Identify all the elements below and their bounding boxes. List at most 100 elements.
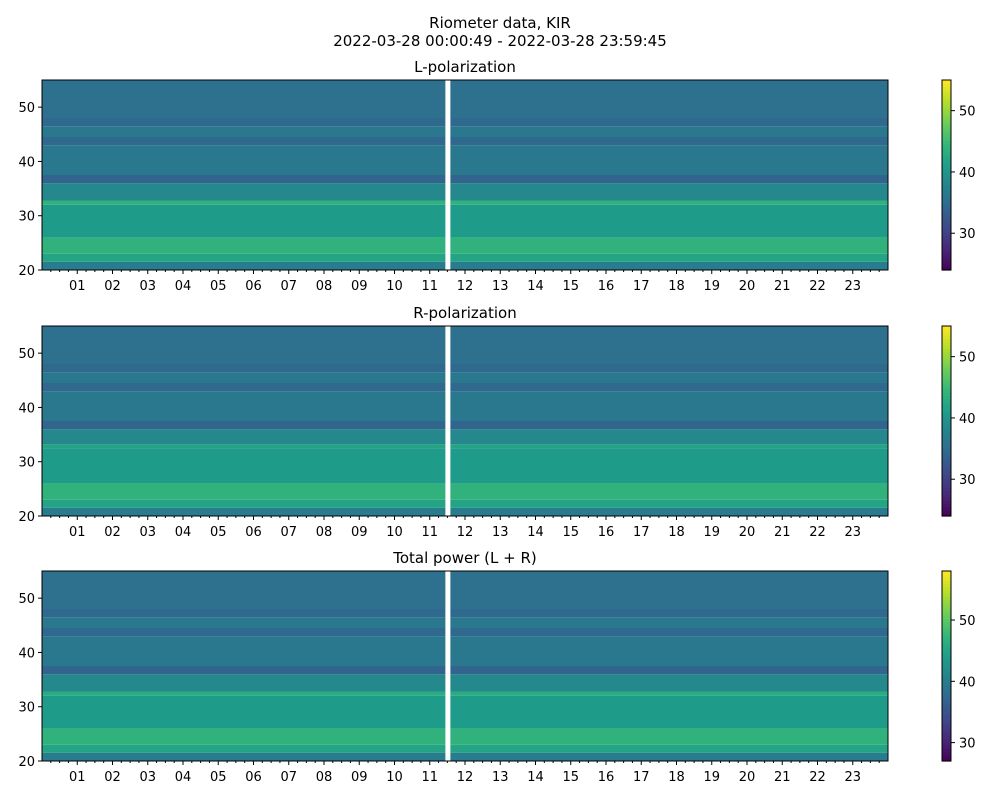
colorbar-segment <box>942 634 951 639</box>
colorbar-segment <box>942 605 951 610</box>
x-tick-label: 12 <box>457 770 474 785</box>
x-tick-label: 03 <box>139 770 156 785</box>
colorbar-segment <box>942 162 951 167</box>
panel-title: R-polarization <box>413 304 516 322</box>
colorbar-frame <box>941 79 952 271</box>
heatmap-band-9 <box>42 383 888 392</box>
heatmap-band-2 <box>42 744 888 753</box>
colorbar-segment <box>942 484 951 489</box>
colorbar-segment <box>942 637 951 642</box>
colorbar-tick-label: 30 <box>959 473 976 488</box>
colorbar-segment <box>942 681 951 686</box>
colorbar-segment <box>942 748 951 753</box>
colorbar-tick-label: 50 <box>959 105 976 120</box>
colorbar-segment <box>942 586 951 591</box>
colorbar-segment <box>942 672 951 677</box>
colorbar-segment <box>942 168 951 173</box>
colorbar-segment <box>942 124 951 129</box>
colorbar-segment <box>942 583 951 588</box>
colorbar-segment <box>942 178 951 182</box>
x-tick-label: 02 <box>104 525 121 540</box>
x-tick-label: 09 <box>351 279 368 294</box>
colorbar-segment <box>942 383 951 387</box>
heatmap-band-7 <box>42 421 888 430</box>
colorbar-segment <box>942 612 951 616</box>
heatmap-band-4 <box>42 448 888 484</box>
heatmap-band-11 <box>42 364 888 373</box>
x-tick-label: 23 <box>844 770 861 785</box>
x-tick-label: 06 <box>245 279 262 294</box>
colorbar-segment <box>942 200 951 205</box>
colorbar-segment <box>942 263 951 268</box>
y-tick-label: 50 <box>18 592 35 607</box>
colorbar-segment <box>942 335 951 340</box>
colorbar-segment <box>942 417 951 422</box>
colorbar-segment <box>942 345 951 349</box>
colorbar-segment <box>942 149 951 154</box>
colorbar-segment <box>942 590 951 594</box>
colorbar-segment <box>942 653 951 658</box>
colorbar-segment <box>942 376 951 381</box>
x-tick-label: 19 <box>703 525 720 540</box>
x-tick-label: 21 <box>774 525 791 540</box>
colorbar-segment <box>942 364 951 368</box>
colorbar-segment <box>942 723 951 727</box>
colorbar-segment <box>942 398 951 403</box>
heatmap-band-12 <box>42 326 888 364</box>
data-gap <box>445 80 451 270</box>
y-tick-label: 40 <box>18 155 35 170</box>
x-tick-label: 15 <box>562 770 579 785</box>
colorbar-segment <box>942 691 951 696</box>
colorbar-segment <box>942 86 951 91</box>
colorbar-segment <box>942 449 951 454</box>
x-tick-label: 14 <box>527 525 544 540</box>
colorbar-segment <box>942 108 951 113</box>
heatmap-band-1 <box>42 261 888 270</box>
colorbar-segment <box>942 257 951 262</box>
heatmap-band-6 <box>42 429 888 445</box>
x-tick-label: 17 <box>633 525 650 540</box>
x-tick-label: 22 <box>809 279 826 294</box>
colorbar-segment <box>942 127 951 132</box>
colorbar-segment <box>942 329 951 333</box>
heatmap-band-11 <box>42 118 888 127</box>
x-tick-label: 01 <box>69 525 86 540</box>
colorbar-segment <box>942 596 951 601</box>
colorbar-segment <box>942 165 951 170</box>
heatmap-band-1 <box>42 507 888 516</box>
colorbar-segment <box>942 628 951 632</box>
x-tick-label: 04 <box>175 770 192 785</box>
y-tick-label: 50 <box>18 101 35 116</box>
colorbar-segment <box>942 580 951 585</box>
colorbar-tick-label: 40 <box>959 675 976 690</box>
panels: L-polarization 01 02 03 04 05 06 07 08 09 10 11 12 13… <box>18 58 975 785</box>
x-tick-label: 04 <box>175 525 192 540</box>
colorbar-frame <box>941 570 952 762</box>
colorbar-tick-label: 40 <box>959 412 976 427</box>
heatmap-band-2 <box>42 499 888 508</box>
heatmap-band-10 <box>42 126 888 137</box>
colorbar-segment <box>942 357 951 362</box>
colorbar-segment <box>942 738 951 743</box>
x-tick-label: 11 <box>421 279 438 294</box>
colorbar-segment <box>942 414 951 419</box>
colorbar-segment <box>942 251 951 255</box>
colorbar-segment <box>942 452 951 457</box>
x-tick-label: 16 <box>598 525 615 540</box>
x-tick-label: 23 <box>844 279 861 294</box>
colorbar-segment <box>942 222 951 227</box>
heatmap-band-5 <box>42 444 888 449</box>
colorbar-segment <box>942 197 951 201</box>
colorbar-segment <box>942 143 951 148</box>
colorbar-segment <box>942 411 951 416</box>
colorbar-tick-label: 30 <box>959 227 976 242</box>
x-tick-label: 01 <box>69 279 86 294</box>
colorbar-segment <box>942 643 951 648</box>
x-tick-label: 11 <box>421 525 438 540</box>
x-tick-label: 05 <box>210 770 227 785</box>
colorbar-segment <box>942 219 951 224</box>
colorbar-segment <box>942 732 951 737</box>
panel-title: Total power (L + R) <box>392 549 537 567</box>
y-tick-label: 20 <box>18 264 35 279</box>
colorbar-segment <box>942 459 951 463</box>
